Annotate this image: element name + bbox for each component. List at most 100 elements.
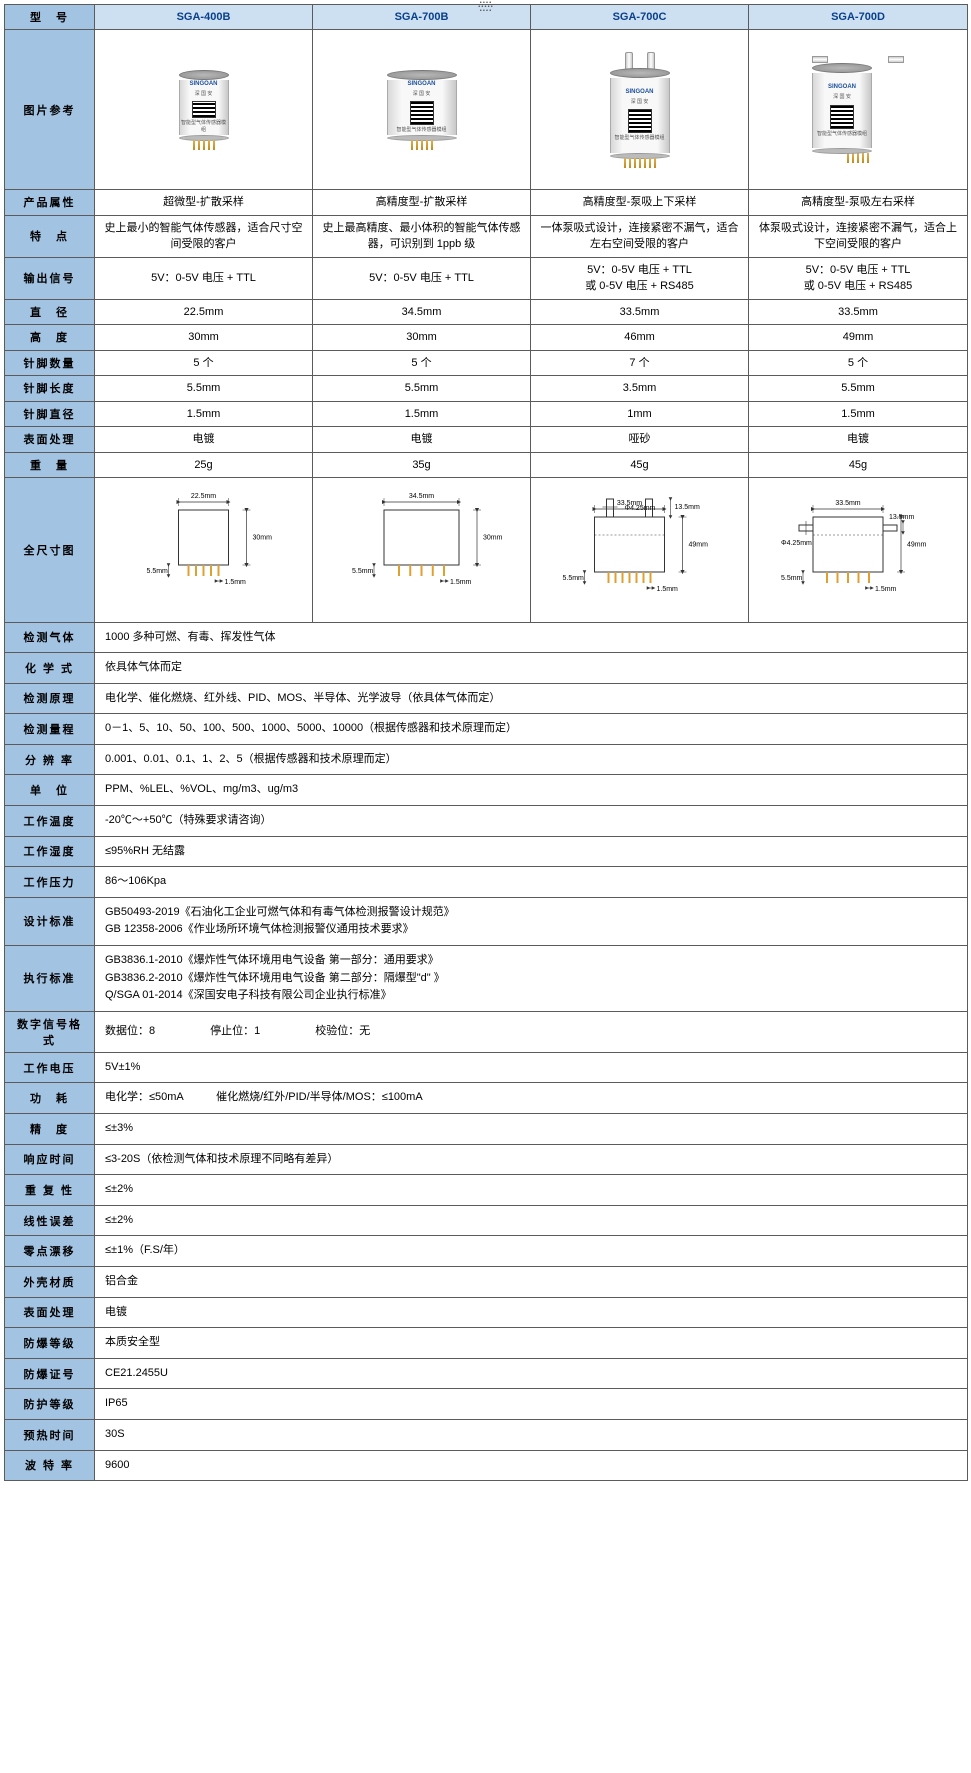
brand-logo: SINGOAN [189,80,217,89]
full-value-1: 依具体气体而定 [95,653,968,684]
product-image-3: SINGOAN 深 国 安 智能型气体传感器模组 [755,34,961,185]
full-value-8: 86～106Kpa [95,867,968,898]
full-label-23: 防护等级 [5,1389,95,1420]
value-cell-3-3: 5V：0-5V 电压 + TTL或 0-5V 电压 + RS485 [749,257,968,299]
brand-logo: SINGOAN [407,80,435,89]
full-label-1: 化 学 式 [5,653,95,684]
qr-code-icon [628,109,652,133]
value-cell-3-2: 5V：0-5V 电压 + TTL或 0-5V 电压 + RS485 [531,257,749,299]
svg-text:22.5mm: 22.5mm [191,493,216,500]
value-cell-8-1: 1.5mm [313,401,531,427]
svg-text:5.5mm: 5.5mm [352,568,374,575]
value-cell-8-3: 1.5mm [749,401,968,427]
full-value-22: CE21.2455U [95,1358,968,1389]
value-cell-4-0: 22.5mm [95,299,313,325]
value-cell-6-1: 5 个 [313,350,531,376]
value-cell-7-2: 3.5mm [531,376,749,402]
full-value-12: 5V±1% [95,1052,968,1083]
full-label-25: 波 特 率 [5,1450,95,1481]
full-label-15: 响应时间 [5,1144,95,1175]
value-cell-6-0: 5 个 [95,350,313,376]
value-cell-7-3: 5.5mm [749,376,968,402]
row-label-9: 表面处理 [5,427,95,453]
row-label-5: 高 度 [5,325,95,351]
full-value-3: 0－1、5、10、50、100、500、1000、5000、10000（根据传感… [95,714,968,745]
dimension-drawing-3: 33.5mm Φ4.25mm 13.5mm 49mm 5.5mm 1.5mm [755,482,961,612]
full-value-21: 本质安全型 [95,1328,968,1359]
full-value-16: ≤±2% [95,1175,968,1206]
full-label-0: 检测气体 [5,622,95,653]
svg-text:1.5mm: 1.5mm [225,579,247,586]
full-label-6: 工作温度 [5,806,95,837]
value-cell-2-0: 史上最小的智能气体传感器，适合尺寸空间受限的客户 [95,215,313,257]
value-cell-1-0: 超微型-扩散采样 [95,190,313,216]
value-cell-6-3: 5 个 [749,350,968,376]
full-label-17: 线性误差 [5,1205,95,1236]
full-value-9: GB50493-2019《石油化工企业可燃气体和有毒气体检测报警设计规范》GB … [95,897,968,945]
svg-text:33.5mm: 33.5mm [835,500,860,507]
row-label-11: 全尺寸图 [5,478,95,623]
full-value-23: IP65 [95,1389,968,1420]
value-cell-8-2: 1mm [531,401,749,427]
svg-text:5.5mm: 5.5mm [781,575,803,582]
dimension-drawing-0: 22.5mm 30mm 5.5mm 1.5mm [101,482,306,612]
row-label-6: 针脚数量 [5,350,95,376]
value-cell-3-1: 5V：0-5V 电压 + TTL [313,257,531,299]
full-label-4: 分 辨 率 [5,744,95,775]
brand-logo: SINGOAN [828,83,856,92]
image-cell-1: SINGOAN 深 国 安 智能型气体传感器模组 [313,30,531,190]
value-cell-5-1: 30mm [313,325,531,351]
full-label-3: 检测量程 [5,714,95,745]
svg-text:13.5mm: 13.5mm [889,514,914,521]
full-value-13: 电化学：≤50mA 催化燃烧/红外/PID/半导体/MOS：≤100mA [95,1083,968,1114]
full-label-5: 单 位 [5,775,95,806]
svg-text:34.5mm: 34.5mm [409,493,434,500]
full-label-14: 精 度 [5,1114,95,1145]
full-value-7: ≤95%RH 无结露 [95,836,968,867]
full-value-4: 0.001、0.01、0.1、1、2、5（根据传感器和技术原理而定） [95,744,968,775]
row-label-2: 特 点 [5,215,95,257]
dimension-drawing-1: 34.5mm 30mm 5.5mm 1.5mm [319,482,524,612]
value-cell-9-1: 电镀 [313,427,531,453]
full-value-0: 1000 多种可燃、有毒、挥发性气体 [95,622,968,653]
full-label-20: 表面处理 [5,1297,95,1328]
svg-text:1.5mm: 1.5mm [875,586,897,593]
svg-text:5.5mm: 5.5mm [563,575,585,582]
value-cell-6-2: 7 个 [531,350,749,376]
value-cell-7-0: 5.5mm [95,376,313,402]
product-image-2: SINGOAN 深 国 安 智能型气体传感器模组 [537,34,742,185]
value-cell-4-2: 33.5mm [531,299,749,325]
dimension-cell-0: 22.5mm 30mm 5.5mm 1.5mm [95,478,313,623]
image-cell-0: SINGOAN 深 国 安 智能型气体传感器模组 [95,30,313,190]
value-cell-9-3: 电镀 [749,427,968,453]
product-image-1: SINGOAN 深 国 安 智能型气体传感器模组 [319,34,524,185]
value-cell-10-0: 25g [95,452,313,478]
full-label-7: 工作湿度 [5,836,95,867]
svg-text:49mm: 49mm [689,542,709,549]
row-label-1: 产品属性 [5,190,95,216]
value-cell-2-3: 体泵吸式设计，连接紧密不漏气，适合上下空间受限的客户 [749,215,968,257]
image-cell-3: SINGOAN 深 国 安 智能型气体传感器模组 [749,30,968,190]
value-cell-5-0: 30mm [95,325,313,351]
full-value-14: ≤±3% [95,1114,968,1145]
value-cell-1-2: 高精度型-泵吸上下采样 [531,190,749,216]
product-image-0: SINGOAN 深 国 安 智能型气体传感器模组 [101,34,306,185]
svg-text:1.5mm: 1.5mm [450,579,472,586]
full-label-10: 执行标准 [5,946,95,1012]
row-label-10: 重 量 [5,452,95,478]
brand-logo: SINGOAN [625,88,653,97]
full-label-18: 零点漂移 [5,1236,95,1267]
full-label-21: 防爆等级 [5,1328,95,1359]
value-cell-5-3: 49mm [749,325,968,351]
value-cell-9-0: 电镀 [95,427,313,453]
full-label-8: 工作压力 [5,867,95,898]
full-label-16: 重 复 性 [5,1175,95,1206]
full-value-5: PPM、%LEL、%VOL、mg/m3、ug/m3 [95,775,968,806]
row-label-0: 图片参考 [5,30,95,190]
image-cell-2: SINGOAN 深 国 安 智能型气体传感器模组 [531,30,749,190]
full-value-2: 电化学、催化燃烧、红外线、PID、MOS、半导体、光学波导（依具体气体而定） [95,683,968,714]
full-label-2: 检测原理 [5,683,95,714]
svg-text:30mm: 30mm [253,535,273,542]
value-cell-10-1: 35g [313,452,531,478]
full-value-10: GB3836.1-2010《爆炸性气体环境用电气设备 第一部分：通用要求》GB3… [95,946,968,1012]
